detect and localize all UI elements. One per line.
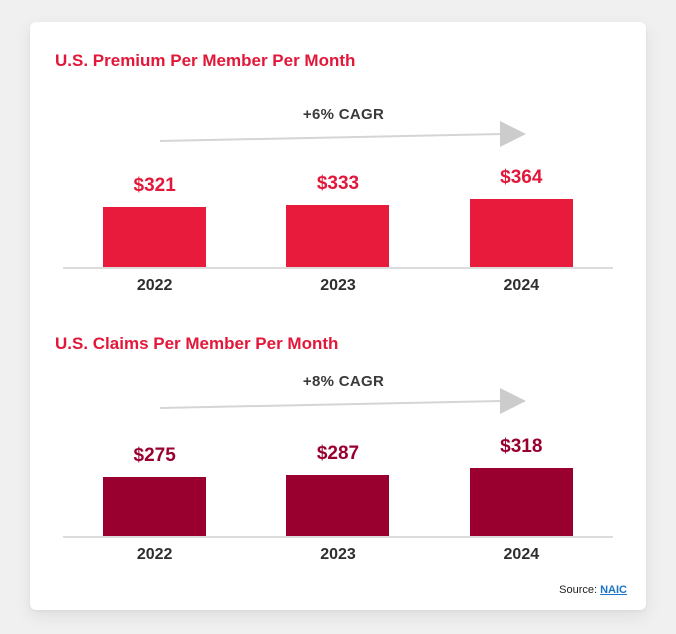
bar-value-label: $321 xyxy=(133,175,176,196)
category-label: 2023 xyxy=(320,546,356,563)
bar xyxy=(469,199,573,267)
bar xyxy=(103,477,207,536)
bar-column: $333 xyxy=(246,172,429,267)
claims-category-row: 2022 2023 2024 xyxy=(63,545,613,565)
category-label: 2023 xyxy=(320,277,356,294)
source-label: Source: xyxy=(559,584,601,596)
bar-value-label: $287 xyxy=(316,443,360,464)
bar-column: $287 xyxy=(246,442,429,536)
premium-bar-plot: $321 $333 $364 xyxy=(63,166,613,267)
claims-chart-title: U.S. Claims Per Member Per Month xyxy=(55,334,339,353)
bar-column: $321 xyxy=(63,174,246,267)
bar-column: $275 xyxy=(63,444,246,536)
claims-x-axis-line xyxy=(63,536,613,538)
category-label: 2024 xyxy=(503,546,540,563)
category-label: 2024 xyxy=(503,277,540,294)
claims-cagr-label: +8% CAGR xyxy=(302,373,385,390)
bar xyxy=(286,205,390,267)
category-label: 2022 xyxy=(136,277,173,294)
claims-chart-section: U.S. Claims Per Member Per Month +8% CAG… xyxy=(30,296,646,565)
premium-cagr-label: +6% CAGR xyxy=(302,106,385,123)
growth-arrow-icon xyxy=(159,121,526,147)
bar-value-label: $333 xyxy=(316,173,360,194)
source-naic-link[interactable]: NAIC xyxy=(600,584,627,596)
bar xyxy=(286,475,390,536)
category-label: 2022 xyxy=(136,546,173,563)
premium-chart-section: U.S. Premium Per Member Per Month +6% CA… xyxy=(30,22,646,296)
premium-x-axis-line xyxy=(63,267,613,269)
claims-cagr-annotation: +8% CAGR xyxy=(159,372,527,425)
bar xyxy=(469,468,573,536)
chart-card: U.S. Premium Per Member Per Month +6% CA… xyxy=(30,22,646,610)
bar-value-label: $364 xyxy=(500,167,543,188)
premium-category-row: 2022 2023 2024 xyxy=(63,276,613,296)
bar-column: $318 xyxy=(430,435,613,536)
premium-chart-title: U.S. Premium Per Member Per Month xyxy=(55,51,356,70)
premium-cagr-annotation: +6% CAGR xyxy=(159,105,527,158)
bar-column: $364 xyxy=(430,166,613,267)
bar-value-label: $275 xyxy=(133,445,176,466)
claims-bar-plot: $275 $287 $318 xyxy=(63,435,613,536)
source-attribution: Source: NAIC xyxy=(30,583,646,597)
bar-value-label: $318 xyxy=(500,436,543,457)
bar xyxy=(103,207,207,267)
growth-arrow-icon xyxy=(159,388,526,414)
